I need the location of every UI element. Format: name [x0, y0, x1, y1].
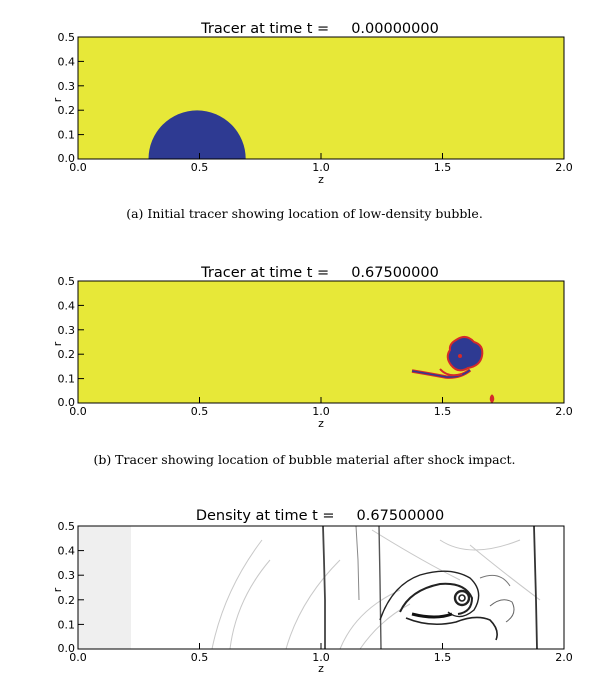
panel-c-shock-front	[322, 525, 326, 649]
panel-a-yticks: 0.5 0.4 0.3 0.2 0.1 0.0	[58, 31, 84, 165]
panel-a: Tracer at time t = 0.00000000 0.5 0.4 0.3…	[51, 21, 573, 186]
xtick-label: 0.0	[69, 651, 87, 664]
panel-c-title: Density at time t = 0.67500000	[196, 508, 444, 524]
panel-b-curl	[439, 368, 463, 377]
panel-b-ylabel: r	[51, 341, 64, 346]
panel-b-tracer-field	[78, 281, 564, 403]
xtick-label: 1.5	[434, 651, 452, 664]
panel-a-title: Tracer at time t = 0.00000000	[200, 21, 439, 37]
panel-b-xlabel: z	[318, 417, 324, 430]
panel-b-yticks: 0.5 0.4 0.3 0.2 0.1 0.0	[58, 275, 84, 409]
panel-b-fragment	[489, 394, 495, 403]
ytick-label: 0.5	[58, 31, 76, 44]
ytick-label: 0.4	[58, 299, 76, 312]
ytick-label: 0.1	[58, 373, 76, 386]
ytick-label: 0.2	[58, 104, 76, 117]
panel-b-filament	[411, 369, 471, 378]
ytick-label: 0.1	[58, 618, 76, 631]
panel-c-preshock-region	[78, 526, 131, 649]
panel-b-title: Tracer at time t = 0.67500000	[200, 265, 439, 281]
xtick-label: 1.5	[434, 161, 452, 174]
xtick-label: 0.0	[69, 161, 87, 174]
xtick-label: 0.5	[191, 405, 209, 418]
caption-a: (a) Initial tracer showing location of l…	[126, 206, 483, 221]
panel-b: Tracer at time t = 0.67500000 0.5 0.4 0.3…	[51, 265, 573, 430]
xtick-label: 1.0	[312, 651, 330, 664]
xtick-label: 1.0	[312, 161, 330, 174]
ytick-label: 0.4	[58, 55, 76, 68]
panel-a-tracer-field	[78, 37, 564, 159]
panel-a-ylabel: r	[51, 97, 64, 102]
panel-c-vortex	[379, 570, 515, 641]
ytick-label: 0.5	[58, 275, 76, 288]
panel-a-xlabel: z	[318, 173, 324, 186]
panel-c-xlabel: z	[318, 662, 324, 675]
xtick-label: 0.5	[191, 651, 209, 664]
ytick-label: 0.2	[58, 348, 76, 361]
panel-c-secondary-wave	[355, 525, 360, 601]
ytick-label: 0.5	[58, 520, 76, 533]
panel-b-xticks: 0.0 0.5 1.0 1.5 2.0	[69, 397, 573, 418]
panel-a-xticks: 0.0 0.5 1.0 1.5 2.0	[69, 153, 573, 174]
ytick-label: 0.3	[58, 569, 76, 582]
ytick-label: 0.0	[58, 396, 76, 409]
panel-c-xticks: 0.0 0.5 1.0 1.5 2.0	[69, 643, 573, 664]
panel-c-yticks: 0.5 0.4 0.3 0.2 0.1 0.0	[58, 520, 84, 655]
xtick-label: 2.0	[555, 405, 573, 418]
xtick-label: 1.5	[434, 405, 452, 418]
ytick-label: 0.0	[58, 642, 76, 655]
panel-c-contact-line	[378, 525, 382, 650]
ytick-label: 0.3	[58, 80, 76, 93]
xtick-label: 1.0	[312, 405, 330, 418]
panel-c-density-field	[78, 526, 564, 649]
xtick-label: 0.5	[191, 161, 209, 174]
panel-c-faint-waves	[211, 529, 541, 650]
xtick-label: 2.0	[555, 651, 573, 664]
caption-b: (b) Tracer showing location of bubble ma…	[93, 452, 516, 467]
panel-a-bubble	[148, 110, 246, 159]
ytick-label: 0.2	[58, 594, 76, 607]
xtick-label: 2.0	[555, 161, 573, 174]
panel-c-ylabel: r	[51, 587, 64, 592]
panel-c: Density at time t = 0.67500000	[51, 508, 573, 675]
panel-c-transmitted-shock	[533, 525, 538, 650]
panel-b-vortex-core	[458, 354, 462, 358]
ytick-label: 0.0	[58, 152, 76, 165]
ytick-label: 0.1	[58, 129, 76, 142]
ytick-label: 0.3	[58, 324, 76, 337]
panel-b-bubble-remnant	[446, 336, 484, 372]
ytick-label: 0.4	[58, 545, 76, 558]
xtick-label: 0.0	[69, 405, 87, 418]
